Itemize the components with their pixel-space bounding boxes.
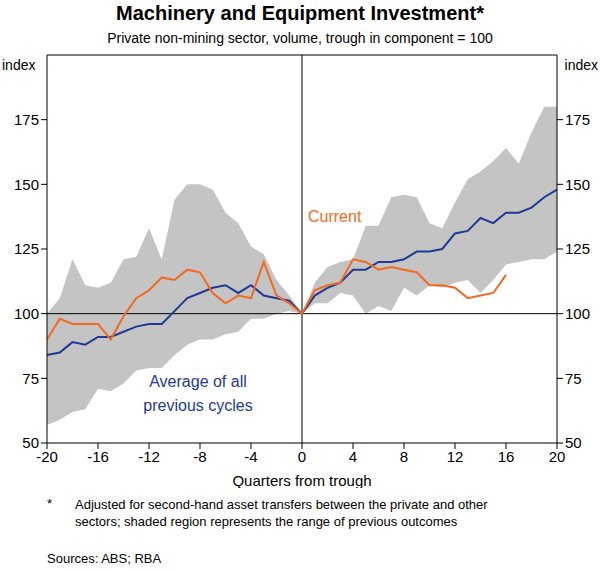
svg-text:12: 12: [447, 448, 464, 465]
svg-text:0: 0: [298, 448, 306, 465]
svg-text:Quarters from trough: Quarters from trough: [232, 472, 371, 488]
svg-text:-12: -12: [138, 448, 160, 465]
html-text:Adjusted for second-hand asset: Adjusted for second-hand asset transfers…: [75, 497, 488, 529]
svg-text:-4: -4: [244, 448, 257, 465]
html-text:Sources: ABS; RBA: Sources: ABS; RBA: [47, 551, 162, 566]
html-text:index: index: [2, 57, 36, 73]
svg-text:75: 75: [22, 370, 39, 387]
html-text:Private non-mining sector, vol: Private non-mining sector, volume, troug…: [107, 30, 493, 46]
svg-text:20: 20: [549, 448, 566, 465]
svg-text:150: 150: [14, 176, 39, 193]
svg-text:175: 175: [565, 111, 590, 128]
html-text:Machinery and Equipment Invest: Machinery and Equipment Investment*: [116, 2, 484, 24]
svg-text:4: 4: [349, 448, 357, 465]
svg-text:50: 50: [565, 434, 582, 451]
svg-text:150: 150: [565, 176, 590, 193]
svg-text:8: 8: [400, 448, 408, 465]
svg-text:75: 75: [565, 370, 582, 387]
svg-text:50: 50: [22, 434, 39, 451]
svg-text:125: 125: [14, 240, 39, 257]
svg-text:100: 100: [565, 305, 590, 322]
html-text:index: index: [564, 57, 598, 73]
svg-text:-8: -8: [193, 448, 206, 465]
html-text:Average of all previous cycles: Average of all previous cycles: [143, 373, 253, 414]
svg-text:-16: -16: [87, 448, 109, 465]
svg-text:-20: -20: [36, 448, 58, 465]
svg-text:100: 100: [14, 305, 39, 322]
svg-text:16: 16: [498, 448, 515, 465]
svg-text:125: 125: [565, 240, 590, 257]
svg-text:175: 175: [14, 111, 39, 128]
html-text:Current: Current: [308, 208, 362, 225]
